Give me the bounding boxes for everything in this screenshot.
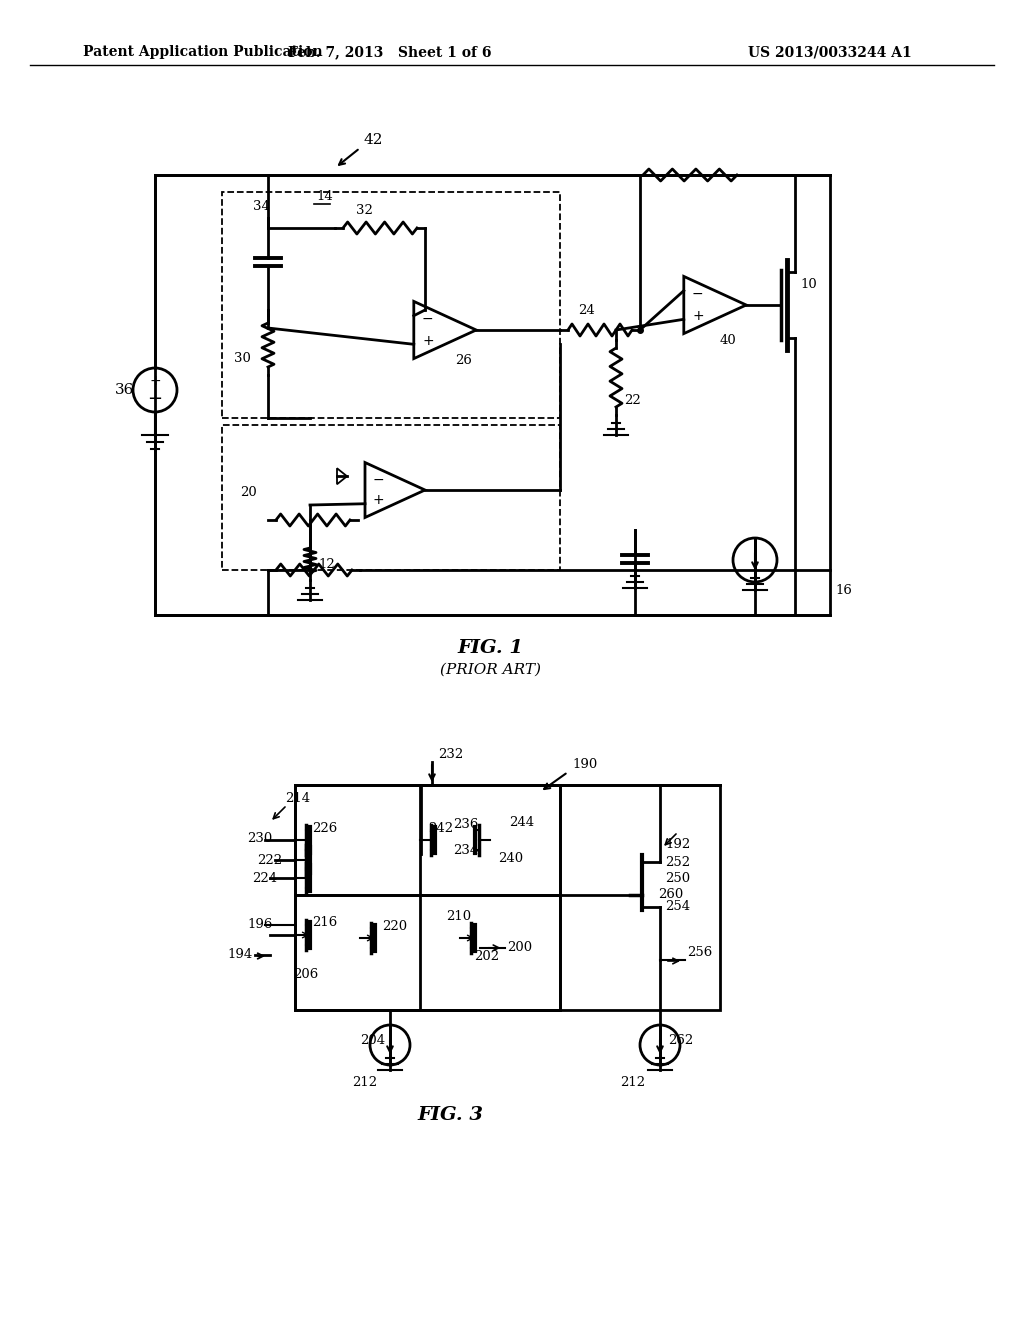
Bar bbox=[222, 425, 560, 570]
Text: 242: 242 bbox=[428, 821, 454, 834]
Text: 192: 192 bbox=[665, 838, 690, 851]
Text: Feb. 7, 2013   Sheet 1 of 6: Feb. 7, 2013 Sheet 1 of 6 bbox=[288, 45, 492, 59]
Text: 196: 196 bbox=[247, 919, 272, 932]
Bar bbox=[155, 176, 830, 615]
Text: 204: 204 bbox=[360, 1034, 385, 1047]
Text: 24: 24 bbox=[578, 304, 595, 317]
Text: 42: 42 bbox=[362, 133, 383, 147]
Bar bbox=[222, 191, 560, 418]
Text: 202: 202 bbox=[474, 949, 499, 962]
Text: 256: 256 bbox=[687, 946, 713, 960]
Text: 220: 220 bbox=[382, 920, 407, 932]
Text: 244: 244 bbox=[510, 816, 535, 829]
Text: 22: 22 bbox=[624, 393, 641, 407]
Text: 194: 194 bbox=[227, 949, 252, 961]
Text: 32: 32 bbox=[356, 203, 373, 216]
Text: (PRIOR ART): (PRIOR ART) bbox=[439, 663, 541, 677]
Text: 222: 222 bbox=[257, 854, 283, 866]
Text: −: − bbox=[422, 312, 433, 326]
Text: 190: 190 bbox=[572, 758, 597, 771]
Text: +: + bbox=[150, 374, 161, 388]
Text: 36: 36 bbox=[115, 383, 134, 397]
Text: 210: 210 bbox=[446, 909, 471, 923]
Text: US 2013/0033244 A1: US 2013/0033244 A1 bbox=[749, 45, 912, 59]
Text: 260: 260 bbox=[658, 888, 683, 902]
Text: 216: 216 bbox=[311, 916, 337, 929]
Text: 26: 26 bbox=[455, 354, 472, 367]
Text: 232: 232 bbox=[438, 747, 463, 760]
Text: 16: 16 bbox=[835, 583, 852, 597]
Text: +: + bbox=[373, 494, 384, 507]
Text: 212: 212 bbox=[352, 1077, 377, 1089]
Text: FIG. 3: FIG. 3 bbox=[417, 1106, 483, 1125]
Text: 212: 212 bbox=[620, 1077, 645, 1089]
Text: 226: 226 bbox=[311, 821, 337, 834]
Text: 206: 206 bbox=[293, 969, 318, 982]
Text: 236: 236 bbox=[454, 818, 479, 832]
Text: Patent Application Publication: Patent Application Publication bbox=[83, 45, 323, 59]
Text: 14: 14 bbox=[316, 190, 333, 203]
Text: 262: 262 bbox=[668, 1034, 693, 1047]
Text: 20: 20 bbox=[240, 486, 257, 499]
Text: 240: 240 bbox=[498, 851, 523, 865]
Bar bbox=[295, 785, 560, 895]
Bar bbox=[420, 785, 560, 895]
Bar bbox=[295, 785, 720, 1010]
Text: 34: 34 bbox=[253, 201, 270, 214]
Text: 250: 250 bbox=[665, 871, 690, 884]
Text: 10: 10 bbox=[800, 279, 817, 292]
Text: FIG. 1: FIG. 1 bbox=[457, 639, 523, 657]
Text: −: − bbox=[692, 288, 703, 301]
Text: +: + bbox=[692, 309, 703, 323]
Text: 200: 200 bbox=[508, 941, 532, 954]
Text: 230: 230 bbox=[247, 832, 272, 845]
Text: 224: 224 bbox=[252, 871, 278, 884]
Text: 12: 12 bbox=[318, 558, 335, 572]
Text: 30: 30 bbox=[234, 351, 251, 364]
Text: 214: 214 bbox=[285, 792, 310, 804]
Text: +: + bbox=[422, 334, 433, 348]
Bar bbox=[295, 895, 560, 1010]
Text: −: − bbox=[147, 389, 163, 408]
Text: 40: 40 bbox=[720, 334, 736, 346]
Text: 252: 252 bbox=[665, 855, 690, 869]
Text: 234: 234 bbox=[454, 843, 479, 857]
Text: 254: 254 bbox=[665, 900, 690, 913]
Bar bbox=[420, 895, 560, 1010]
Text: −: − bbox=[373, 473, 384, 487]
